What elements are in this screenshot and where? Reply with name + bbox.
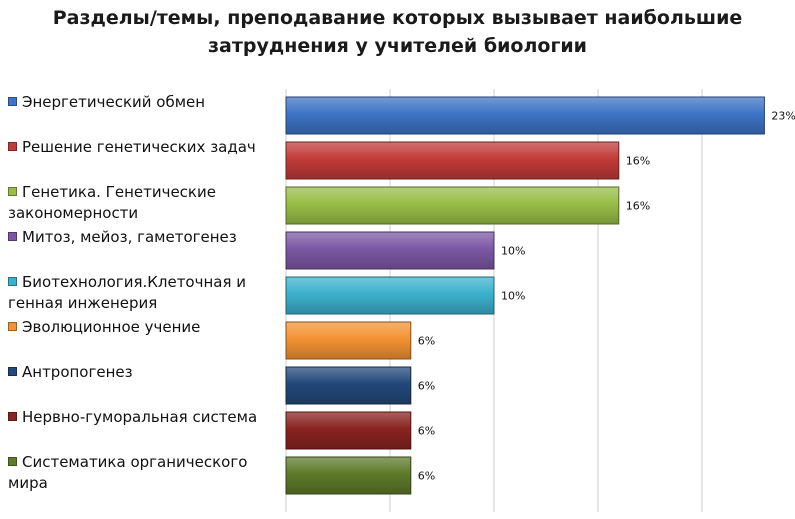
legend-item-7: Антропогенез: [8, 362, 278, 383]
legend-item-8: Нервно-гуморальная система: [8, 407, 278, 428]
bar-4: [285, 231, 495, 270]
data-labels: 23% 16% 16% 10% 10% 6% 6% 6% 6%: [418, 110, 795, 483]
chart-title-line-2: затруднения у учителей биологии: [208, 35, 587, 57]
chart-title-line-1: Разделы/темы, преподавание которых вызыв…: [52, 7, 743, 29]
bar-9: [285, 456, 412, 495]
bar-7: [285, 366, 412, 405]
data-label-6: 6%: [418, 335, 435, 348]
legend-swatch: [8, 412, 17, 421]
legend-swatch: [8, 457, 17, 466]
legend-item-9: Систематика органического мира: [8, 452, 278, 494]
legend-swatch: [8, 97, 17, 106]
legend-item-4: Митоз, мейоз, гаметогенез: [8, 227, 278, 248]
legend-label: Систематика органического мира: [8, 453, 248, 492]
legend-label: Антропогенез: [22, 363, 133, 381]
bar-3: [285, 186, 620, 225]
legend-swatch: [8, 142, 17, 151]
legend-swatch: [8, 232, 17, 241]
chart-title: Разделы/темы, преподавание которых вызыв…: [0, 4, 795, 60]
data-label-8: 6%: [418, 425, 435, 438]
legend-swatch: [8, 367, 17, 376]
legend-label: Генетика. Генетические закономерности: [8, 183, 216, 222]
legend-swatch: [8, 187, 17, 196]
data-label-9: 6%: [418, 470, 435, 483]
data-label-1: 23%: [771, 110, 795, 123]
bar-2: [285, 141, 620, 180]
legend-label: Эволюционное учение: [22, 318, 201, 336]
legend-label: Нервно-гуморальная система: [22, 408, 258, 426]
data-label-7: 6%: [418, 380, 435, 393]
legend-item-2: Решение генетических задач: [8, 137, 278, 158]
legend-item-5: Биотехнология.Клеточная и генная инженер…: [8, 272, 278, 314]
legend-item-1: Энергетический обмен: [8, 92, 278, 113]
legend-swatch: [8, 322, 17, 331]
bar-8: [285, 411, 412, 450]
bar-6: [285, 321, 412, 360]
bar-5: [285, 276, 495, 315]
legend-item-3: Генетика. Генетические закономерности: [8, 182, 278, 224]
data-label-5: 10%: [501, 290, 525, 303]
data-label-3: 16%: [626, 200, 650, 213]
legend-item-6: Эволюционное учение: [8, 317, 278, 338]
legend-label: Энергетический обмен: [22, 93, 206, 111]
data-label-4: 10%: [501, 245, 525, 258]
data-label-2: 16%: [626, 155, 650, 168]
bar-1: [285, 96, 765, 135]
legend-label: Митоз, мейоз, гаметогенез: [22, 228, 237, 246]
legend-label: Решение генетических задач: [22, 138, 256, 156]
bars: [285, 96, 765, 495]
legend-label: Биотехнология.Клеточная и генная инженер…: [8, 273, 247, 312]
legend-swatch: [8, 277, 17, 286]
